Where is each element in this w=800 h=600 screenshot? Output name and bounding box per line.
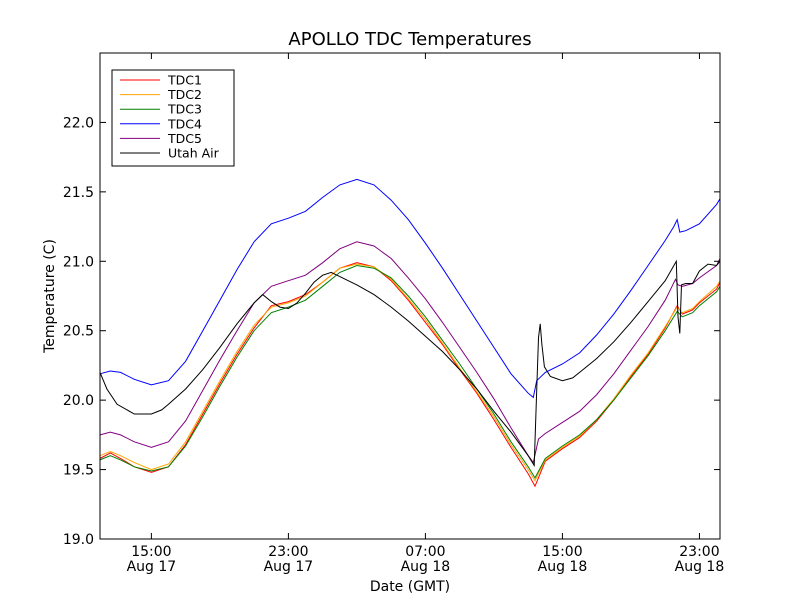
x-tick-label-time: 23:00 xyxy=(268,544,308,560)
series-line-tdc4 xyxy=(99,178,721,399)
y-tick-label: 22.0 xyxy=(63,115,94,131)
x-tick-label-date: Aug 18 xyxy=(675,559,725,575)
y-tick-label: 21.5 xyxy=(63,185,94,201)
series-line-utah-air xyxy=(99,259,721,468)
chart-title: APOLLO TDC Temperatures xyxy=(288,29,531,50)
x-tick-label-time: 07:00 xyxy=(405,544,445,560)
y-tick-label: 19.0 xyxy=(63,532,94,548)
x-tick-label-date: Aug 17 xyxy=(127,559,177,575)
legend-label-tdc3: TDC3 xyxy=(167,102,202,117)
series-layer xyxy=(99,178,721,488)
legend-label-tdc5: TDC5 xyxy=(167,131,202,146)
x-axis-label: Date (GMT) xyxy=(370,579,450,595)
y-tick-label: 20.5 xyxy=(63,324,94,340)
y-tick-label: 20.0 xyxy=(63,393,94,409)
x-tick-label-date: Aug 18 xyxy=(538,559,588,575)
legend-box xyxy=(111,69,235,167)
x-tick-label-time: 23:00 xyxy=(679,544,719,560)
plot-frame xyxy=(99,52,721,540)
y-tick-label: 19.5 xyxy=(63,463,94,479)
x-tick-label-time: 15:00 xyxy=(542,544,582,560)
x-tick-label-time: 15:00 xyxy=(131,544,171,560)
y-tick-label: 21.0 xyxy=(63,254,94,270)
y-axis-label: Temperature (C) xyxy=(42,239,58,354)
series-line-tdc1 xyxy=(99,262,721,488)
x-tick-label-date: Aug 17 xyxy=(264,559,314,575)
legend-label-tdc1: TDC1 xyxy=(167,73,202,88)
series-line-tdc2 xyxy=(99,263,721,482)
legend-label-tdc2: TDC2 xyxy=(167,87,202,102)
x-tick-label-date: Aug 18 xyxy=(401,559,451,575)
legend-label-tdc4: TDC4 xyxy=(167,116,202,131)
legend-label-utah-air: Utah Air xyxy=(168,146,220,161)
series-line-tdc3 xyxy=(99,264,721,479)
series-line-tdc5 xyxy=(99,241,721,464)
